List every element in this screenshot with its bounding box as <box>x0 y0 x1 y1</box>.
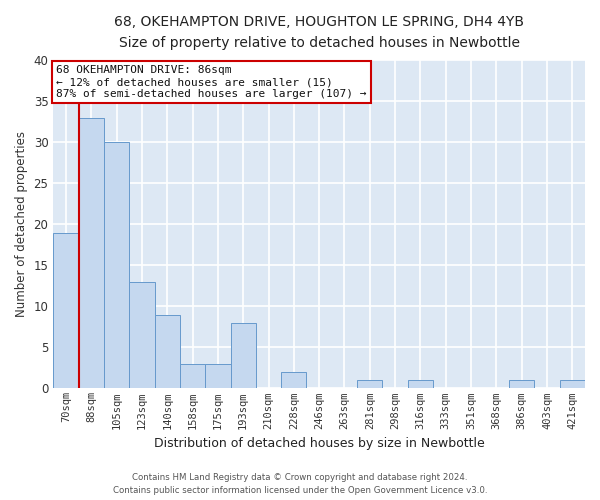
Bar <box>155 314 180 388</box>
Bar <box>408 380 433 388</box>
Bar <box>560 380 585 388</box>
Text: 68 OKEHAMPTON DRIVE: 86sqm
← 12% of detached houses are smaller (15)
87% of semi: 68 OKEHAMPTON DRIVE: 86sqm ← 12% of deta… <box>56 66 367 98</box>
Bar <box>509 380 535 388</box>
Bar <box>230 323 256 388</box>
Title: 68, OKEHAMPTON DRIVE, HOUGHTON LE SPRING, DH4 4YB
Size of property relative to d: 68, OKEHAMPTON DRIVE, HOUGHTON LE SPRING… <box>114 15 524 50</box>
X-axis label: Distribution of detached houses by size in Newbottle: Distribution of detached houses by size … <box>154 437 485 450</box>
Bar <box>281 372 307 388</box>
Bar <box>129 282 155 389</box>
Bar <box>180 364 205 388</box>
Bar <box>357 380 382 388</box>
Bar <box>205 364 230 388</box>
Bar <box>53 232 79 388</box>
Bar <box>104 142 129 388</box>
Y-axis label: Number of detached properties: Number of detached properties <box>15 132 28 318</box>
Bar <box>79 118 104 388</box>
Text: Contains HM Land Registry data © Crown copyright and database right 2024.
Contai: Contains HM Land Registry data © Crown c… <box>113 474 487 495</box>
